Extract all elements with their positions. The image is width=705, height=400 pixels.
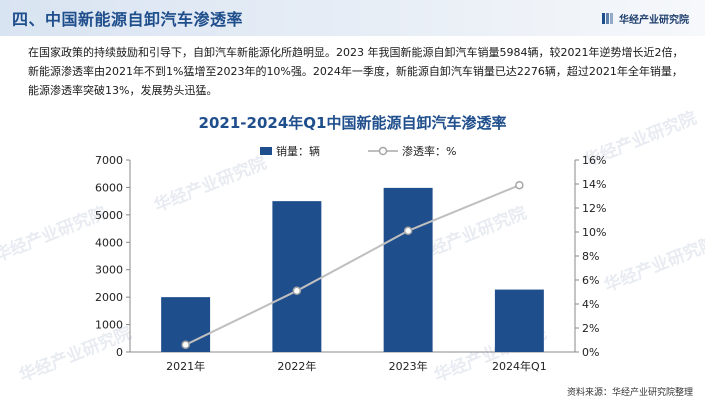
y-right-tick-label: 6% (582, 274, 599, 287)
x-tick-label: 2023年 (389, 359, 428, 373)
y-right-tick-label: 0% (582, 346, 599, 359)
y-left-tick-label: 2000 (95, 291, 123, 304)
brand-logo-icon (602, 13, 613, 24)
brand: 华经产业研究院 (602, 11, 689, 26)
page-title: 四、中国新能源自卸汽车渗透率 (12, 10, 244, 29)
legend-line-label: 渗透率：% (402, 144, 456, 158)
bar (272, 201, 322, 352)
line-point (292, 286, 302, 296)
y-left-tick-label: 4000 (95, 236, 123, 249)
y-right-tick-label: 12% (582, 202, 606, 215)
x-tick-label: 2024年Q1 (492, 359, 547, 373)
y-left-tick-label: 6000 (95, 181, 123, 194)
intro-paragraph: 在国家政策的持续鼓励和引导下，自卸汽车新能源化所趋明显。2023 年我国新能源自… (28, 46, 684, 97)
legend-bar-swatch (260, 147, 272, 155)
y-left-tick-label: 7000 (95, 154, 123, 167)
y-left-tick-label: 3000 (95, 264, 123, 277)
y-left-tick-label: 1000 (95, 319, 123, 332)
header-bar: 四、中国新能源自卸汽车渗透率 华经产业研究院 (0, 0, 705, 36)
line-point (403, 226, 413, 236)
y-right-tick-label: 4% (582, 298, 599, 311)
y-right-tick-label: 2% (582, 322, 599, 335)
y-left-tick-label: 5000 (95, 209, 123, 222)
y-right-tick-label: 16% (582, 154, 606, 167)
brand-name: 华经产业研究院 (619, 15, 689, 26)
y-right-tick-label: 14% (582, 178, 606, 191)
legend-bar-label: 销量：辆 (276, 144, 320, 158)
legend-line-marker (378, 146, 388, 156)
chart-title: 2021-2024年Q1中国新能源自卸汽车渗透率 (198, 114, 507, 132)
x-tick-label: 2022年 (277, 359, 316, 373)
line-point (515, 180, 524, 190)
x-tick-label: 2021年 (166, 359, 205, 373)
penetration-line (185, 184, 520, 346)
y-right-tick-label: 10% (582, 226, 606, 239)
bar (494, 289, 544, 352)
bar (383, 187, 433, 352)
source-note: 资料来源：华经产业研究院整理 (566, 388, 693, 398)
line-point (181, 340, 190, 350)
y-left-tick-label: 0 (116, 346, 123, 359)
y-right-tick-label: 8% (582, 250, 599, 263)
